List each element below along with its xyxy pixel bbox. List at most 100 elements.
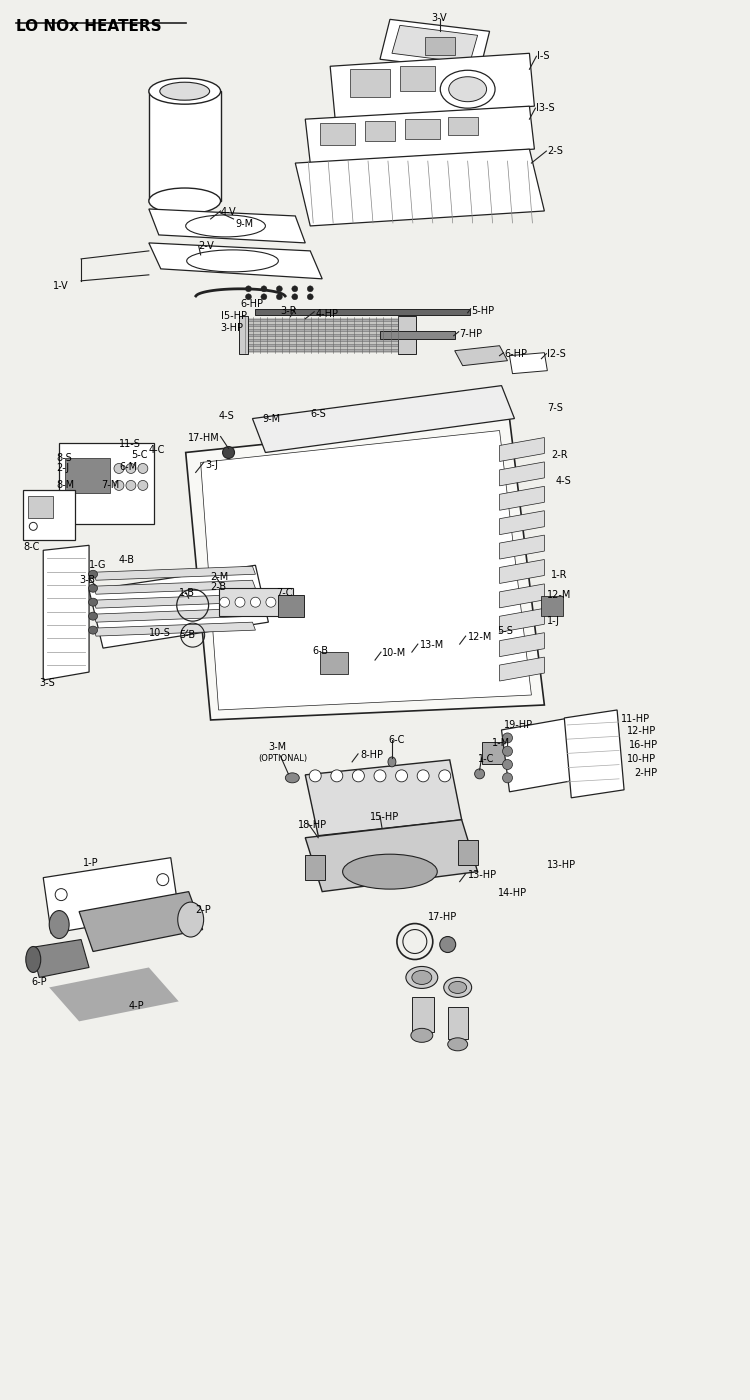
Bar: [424, 38, 454, 55]
Text: 5-C: 5-C: [131, 451, 148, 461]
Text: 8-M: 8-M: [56, 480, 74, 490]
Polygon shape: [93, 580, 256, 594]
Bar: [59, 442, 154, 525]
Bar: [400, 66, 435, 91]
Text: 2-S: 2-S: [548, 146, 563, 157]
Circle shape: [503, 734, 512, 743]
Circle shape: [223, 447, 235, 458]
Text: 1-J: 1-J: [548, 616, 560, 626]
Text: 2-B: 2-B: [211, 582, 226, 592]
Text: 17-HP: 17-HP: [427, 911, 457, 921]
Text: 11-HP: 11-HP: [621, 714, 650, 724]
Text: 10-M: 10-M: [382, 648, 406, 658]
Text: 6-B: 6-B: [312, 647, 328, 657]
Text: 4-V: 4-V: [220, 207, 236, 217]
Ellipse shape: [148, 78, 220, 104]
Text: 12-M: 12-M: [468, 633, 492, 643]
Circle shape: [475, 769, 484, 778]
Text: 10-HP: 10-HP: [627, 753, 656, 764]
Text: 5-HP: 5-HP: [472, 305, 495, 316]
Polygon shape: [201, 431, 532, 710]
Bar: [256, 309, 470, 315]
Ellipse shape: [440, 70, 495, 108]
Text: 3-R: 3-R: [280, 305, 297, 316]
Circle shape: [281, 598, 291, 608]
Text: 2-J: 2-J: [56, 463, 69, 473]
Circle shape: [220, 598, 230, 608]
Bar: [320, 123, 355, 146]
Text: 13-HP: 13-HP: [548, 860, 577, 869]
Circle shape: [126, 480, 136, 490]
Text: 5-S: 5-S: [497, 626, 514, 636]
Circle shape: [245, 286, 251, 291]
Text: 1-V: 1-V: [53, 281, 69, 291]
Circle shape: [292, 294, 298, 300]
Text: 7-HP: 7-HP: [460, 329, 483, 339]
Polygon shape: [500, 657, 544, 680]
Circle shape: [440, 937, 456, 952]
Bar: [365, 122, 395, 141]
Ellipse shape: [26, 946, 40, 973]
Text: 6-C: 6-C: [388, 735, 404, 745]
Text: 3-HP: 3-HP: [220, 323, 244, 333]
Text: 18-HP: 18-HP: [298, 820, 328, 830]
Text: I5-HP: I5-HP: [220, 311, 247, 321]
Polygon shape: [380, 20, 490, 71]
Bar: [380, 330, 454, 339]
Bar: [65, 458, 110, 493]
Text: 3-V: 3-V: [432, 14, 448, 24]
Text: 1-B: 1-B: [178, 588, 195, 598]
Circle shape: [309, 770, 321, 781]
Circle shape: [261, 286, 267, 291]
Text: 4-C: 4-C: [148, 445, 165, 455]
Bar: [542, 596, 563, 616]
Circle shape: [503, 746, 512, 756]
Circle shape: [352, 770, 364, 781]
Bar: [245, 323, 400, 326]
Text: 9-M: 9-M: [262, 413, 280, 424]
Text: 3-B: 3-B: [79, 575, 95, 585]
Ellipse shape: [88, 626, 98, 634]
Bar: [320, 652, 348, 673]
Polygon shape: [32, 939, 89, 977]
Polygon shape: [500, 535, 544, 559]
Bar: [238, 316, 248, 354]
Polygon shape: [564, 710, 624, 798]
Text: 4-S: 4-S: [218, 410, 234, 420]
Polygon shape: [89, 566, 268, 648]
Text: 2-P: 2-P: [196, 904, 211, 914]
Polygon shape: [296, 148, 544, 225]
Ellipse shape: [406, 966, 438, 988]
Text: 1-M: 1-M: [491, 738, 510, 748]
Bar: [278, 595, 304, 617]
Text: 1-G: 1-G: [89, 560, 106, 570]
Bar: [482, 742, 517, 764]
Polygon shape: [50, 967, 178, 1022]
Text: 13-HP: 13-HP: [468, 869, 496, 879]
Ellipse shape: [448, 981, 466, 994]
Text: 10-S: 10-S: [148, 629, 171, 638]
Bar: [412, 997, 434, 1032]
Circle shape: [138, 463, 148, 473]
Text: 5-B: 5-B: [178, 630, 195, 640]
Text: 1-R: 1-R: [551, 570, 568, 580]
Polygon shape: [509, 353, 548, 374]
Polygon shape: [79, 892, 203, 952]
Ellipse shape: [448, 1037, 468, 1051]
Bar: [23, 490, 75, 540]
Ellipse shape: [285, 773, 299, 783]
Text: I2-S: I2-S: [548, 349, 566, 358]
Text: I3-S: I3-S: [536, 104, 555, 113]
Text: 19-HP: 19-HP: [503, 720, 532, 729]
Circle shape: [266, 598, 276, 608]
Ellipse shape: [412, 970, 432, 984]
Bar: [245, 319, 400, 322]
Polygon shape: [148, 209, 305, 244]
Polygon shape: [93, 622, 256, 636]
Bar: [245, 349, 400, 351]
Text: 11-S: 11-S: [119, 438, 141, 448]
Circle shape: [276, 286, 282, 291]
Text: 16-HP: 16-HP: [629, 741, 658, 750]
Text: 8-S: 8-S: [56, 454, 72, 463]
Text: 7-C: 7-C: [276, 588, 292, 598]
